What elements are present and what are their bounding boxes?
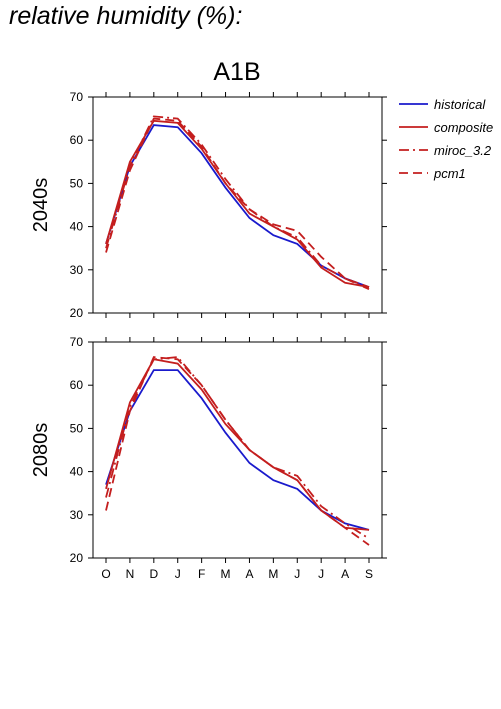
legend-label: composite (434, 120, 493, 135)
figure-title: relative humidity (%): (9, 2, 243, 30)
x-tick-label: J (294, 567, 300, 581)
y-tick-label: 70 (70, 335, 84, 349)
x-tick-label: J (175, 567, 181, 581)
x-tick-label: O (101, 567, 110, 581)
series-line-pcm1 (105, 356, 370, 546)
y-tick-label: 40 (70, 220, 84, 234)
legend: historical composite miroc_3.2 pcm1 (399, 97, 493, 181)
x-tick-label: J (318, 567, 324, 581)
y-tick-label: 60 (70, 378, 84, 392)
x-tick-label: D (149, 567, 158, 581)
chart-title: A1B (213, 58, 260, 86)
y-tick-label: 30 (70, 508, 84, 522)
x-tick-label: A (245, 567, 253, 581)
x-tick-label: S (365, 567, 373, 581)
y-tick-label: 40 (70, 465, 84, 479)
y-tick-label: 20 (70, 306, 84, 320)
panel-2040s: 20 30 40 50 60 70 2040s (30, 90, 387, 320)
legend-label: miroc_3.2 (434, 143, 492, 158)
series-line-pcm1 (105, 117, 370, 288)
x-tick-label: F (198, 567, 205, 581)
panel-row-label: 2080s (30, 423, 52, 478)
series-line-historical (105, 124, 370, 288)
series-line-composite (105, 358, 370, 531)
legend-label: pcm1 (433, 166, 466, 181)
plot-frame (92, 341, 383, 559)
y-tick-label: 30 (70, 263, 84, 277)
panel-2080s: 20 30 40 50 60 70 2080s (30, 335, 387, 565)
series-line-miroc-3-2 (105, 115, 370, 291)
series-line-historical (105, 369, 370, 531)
x-tick-label: M (221, 567, 231, 581)
panel-row-label: 2040s (30, 178, 52, 233)
plot-frame (92, 96, 383, 314)
x-tick-label: N (126, 567, 135, 581)
x-tick-label: M (268, 567, 278, 581)
y-tick-label: 70 (70, 90, 84, 104)
legend-label: historical (434, 97, 486, 112)
y-tick-label: 50 (70, 421, 84, 435)
x-tick-label: A (341, 567, 349, 581)
y-tick-label: 20 (70, 551, 84, 565)
y-tick-label: 60 (70, 133, 84, 147)
y-tick-label: 50 (70, 176, 84, 190)
